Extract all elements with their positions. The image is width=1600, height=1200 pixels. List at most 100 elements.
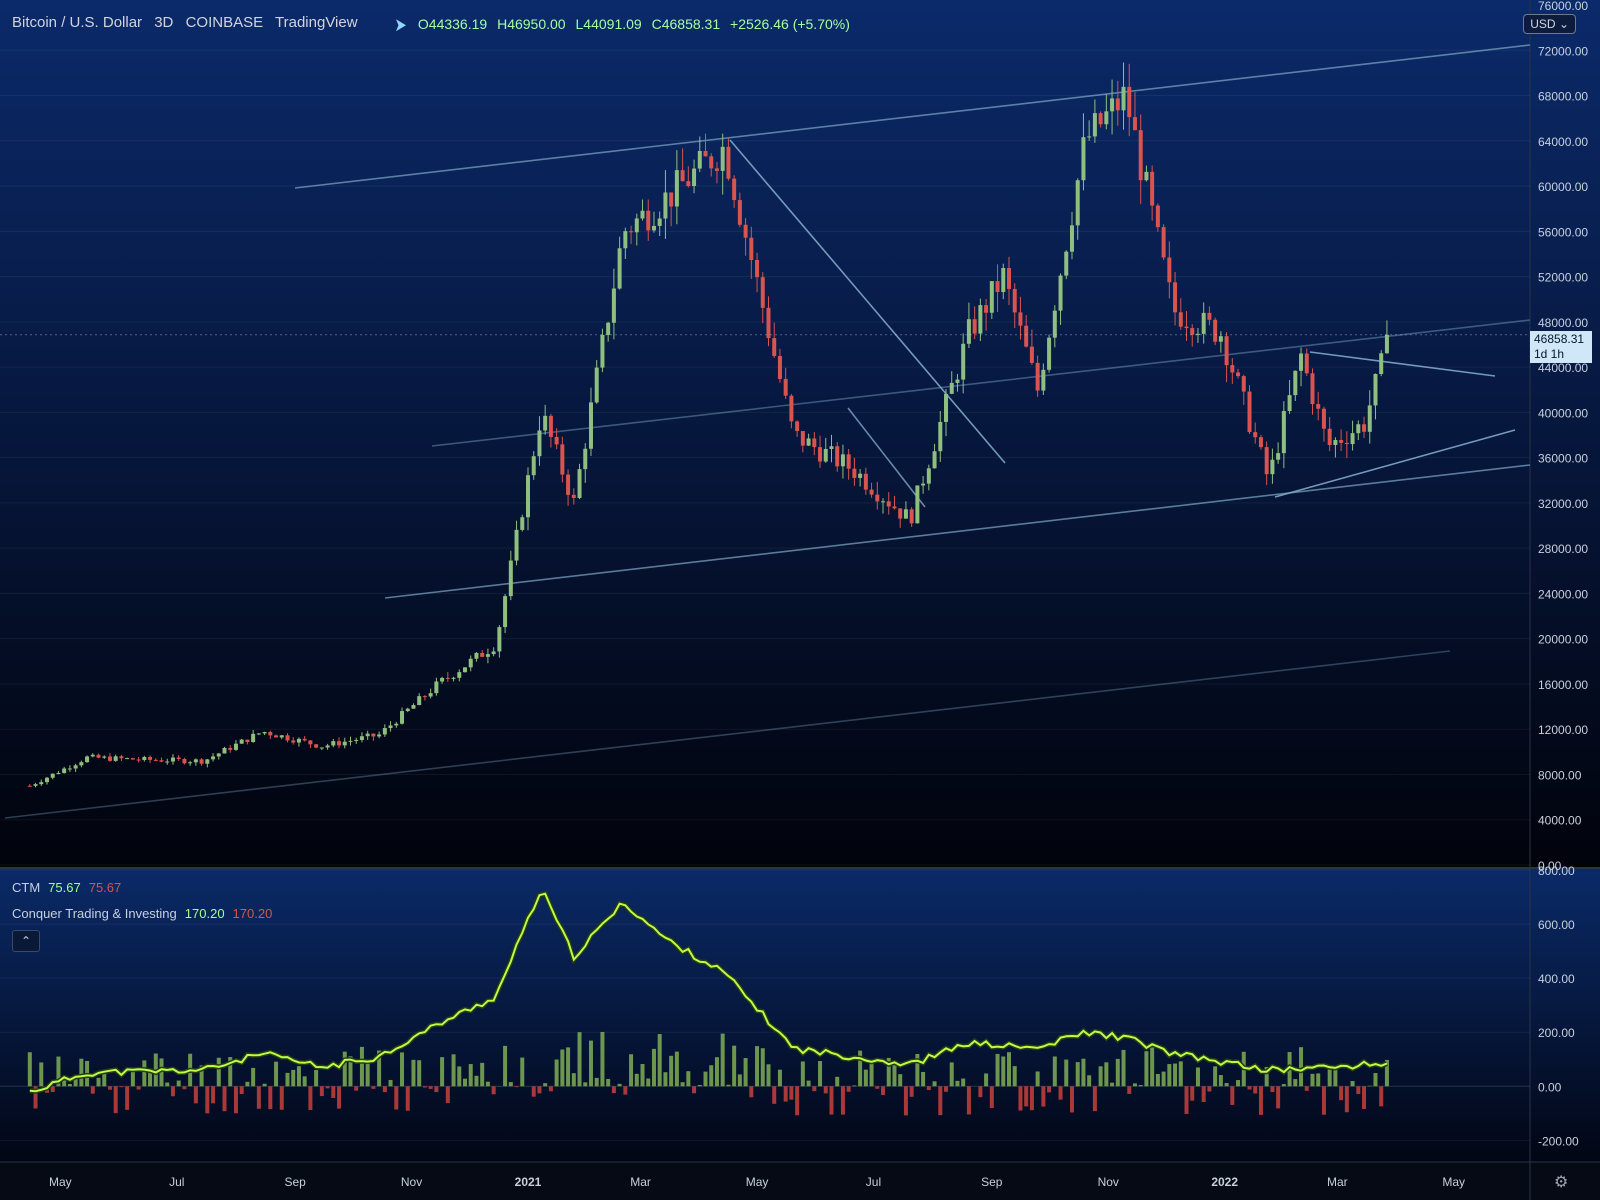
candle-body[interactable] (67, 768, 72, 770)
candle-body[interactable] (680, 170, 685, 182)
candle-body[interactable] (938, 421, 943, 452)
candle-body[interactable] (697, 151, 702, 169)
candle-body[interactable] (348, 740, 353, 742)
candle-body[interactable] (720, 146, 725, 171)
candle-body[interactable] (1104, 111, 1109, 125)
candle-body[interactable] (463, 667, 468, 673)
trendline[interactable] (1274, 429, 1516, 498)
candle-body[interactable] (56, 773, 61, 775)
candle-body[interactable] (1121, 86, 1126, 111)
candle-body[interactable] (73, 765, 78, 769)
candle-body[interactable] (256, 733, 261, 735)
candle-body[interactable] (881, 501, 886, 503)
candle-body[interactable] (79, 762, 84, 766)
candle-body[interactable] (1190, 328, 1195, 335)
candle-body[interactable] (548, 415, 553, 437)
candle-body[interactable] (142, 757, 147, 760)
candle-body[interactable] (1384, 334, 1389, 354)
candle-body[interactable] (1012, 288, 1017, 313)
candle-body[interactable] (1155, 205, 1160, 228)
candle-body[interactable] (1316, 404, 1321, 409)
candle-body[interactable] (1230, 365, 1235, 373)
candle-body[interactable] (995, 281, 1000, 293)
candle-body[interactable] (365, 733, 370, 737)
candle-body[interactable] (663, 192, 668, 219)
candle-body[interactable] (1018, 312, 1023, 326)
trendline[interactable] (294, 44, 1531, 189)
candle-body[interactable] (1092, 113, 1097, 137)
candle-body[interactable] (1024, 325, 1029, 347)
candle-body[interactable] (113, 756, 118, 761)
candle-body[interactable] (875, 494, 880, 502)
candle-body[interactable] (1310, 373, 1315, 405)
candle-body[interactable] (915, 485, 920, 524)
candle-body[interactable] (903, 509, 908, 519)
trendline[interactable] (1309, 351, 1496, 377)
candle-body[interactable] (337, 741, 342, 746)
candle-body[interactable] (279, 735, 284, 738)
candle-body[interactable] (1150, 171, 1155, 206)
candle-body[interactable] (233, 743, 238, 750)
candle-body[interactable] (840, 454, 845, 467)
candle-body[interactable] (571, 494, 576, 498)
candle-body[interactable] (291, 740, 296, 743)
candle-body[interactable] (777, 355, 782, 379)
candle-body[interactable] (1058, 275, 1063, 311)
candle-body[interactable] (1299, 353, 1304, 371)
candle-body[interactable] (1253, 432, 1258, 438)
candle-body[interactable] (62, 768, 67, 774)
candle-body[interactable] (955, 379, 960, 383)
candle-body[interactable] (634, 218, 639, 233)
candle-body[interactable] (1201, 312, 1206, 334)
indicator-cti-legend[interactable]: Conquer Trading & Investing 170.20 170.20 (12, 906, 272, 921)
candle-body[interactable] (583, 448, 588, 470)
candle-body[interactable] (606, 322, 611, 335)
candle-body[interactable] (686, 181, 691, 187)
trendline[interactable] (4, 650, 1451, 819)
candle-body[interactable] (1184, 326, 1189, 329)
candle-body[interactable] (692, 168, 697, 187)
candle-body[interactable] (491, 651, 496, 655)
candle-body[interactable] (1304, 353, 1309, 374)
candle-body[interactable] (182, 758, 187, 764)
trendline[interactable] (847, 407, 926, 508)
candle-body[interactable] (966, 319, 971, 344)
candle-body[interactable] (978, 305, 983, 334)
candle-body[interactable] (749, 237, 754, 261)
candle-body[interactable] (909, 509, 914, 524)
candle-body[interactable] (755, 260, 760, 278)
oscillator-line[interactable] (29, 892, 1388, 1093)
candle-body[interactable] (170, 757, 175, 762)
candle-body[interactable] (1178, 312, 1183, 327)
candle-body[interactable] (1236, 372, 1241, 377)
candle-body[interactable] (411, 705, 416, 709)
candle-body[interactable] (617, 248, 622, 289)
candle-body[interactable] (1064, 251, 1069, 276)
interval-label[interactable]: 3D (154, 14, 174, 31)
candle-body[interactable] (714, 168, 719, 171)
candle-body[interactable] (1241, 376, 1246, 392)
candle-body[interactable] (440, 677, 445, 682)
candle-body[interactable] (199, 759, 204, 764)
candle-body[interactable] (422, 696, 427, 698)
candle-body[interactable] (342, 741, 347, 746)
candle-body[interactable] (125, 758, 130, 760)
candle-body[interactable] (703, 151, 708, 157)
candle-body[interactable] (772, 338, 777, 356)
candle-body[interactable] (325, 745, 330, 748)
candle-body[interactable] (789, 395, 794, 422)
candle-body[interactable] (674, 170, 679, 207)
candle-body[interactable] (377, 734, 382, 737)
candle-body[interactable] (972, 319, 977, 334)
trendline[interactable] (431, 319, 1531, 447)
candle-body[interactable] (159, 760, 164, 762)
candle-body[interactable] (640, 210, 645, 219)
candle-body[interactable] (1052, 310, 1057, 338)
candle-body[interactable] (566, 474, 571, 495)
candle-body[interactable] (27, 785, 32, 787)
candle-body[interactable] (1276, 453, 1281, 460)
candle-body[interactable] (1327, 428, 1332, 446)
candle-body[interactable] (823, 448, 828, 462)
candle-body[interactable] (1373, 373, 1378, 406)
candle-body[interactable] (153, 759, 158, 761)
